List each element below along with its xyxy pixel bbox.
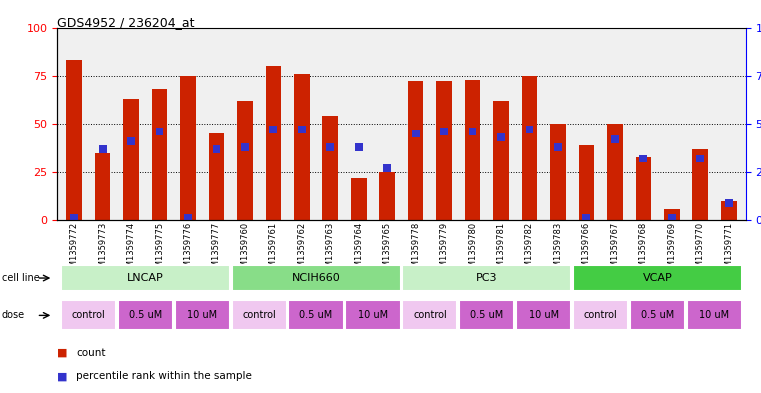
Text: 10 uM: 10 uM — [187, 310, 218, 320]
Bar — [288, 300, 344, 331]
Bar — [95, 153, 110, 220]
Bar — [693, 149, 708, 220]
Bar — [151, 89, 167, 220]
Bar — [440, 128, 448, 135]
Bar — [380, 172, 395, 220]
Bar — [298, 126, 306, 133]
Bar — [412, 130, 419, 137]
Bar — [497, 133, 505, 141]
Bar — [70, 214, 78, 222]
Text: cell line: cell line — [2, 273, 40, 283]
Bar — [639, 154, 648, 162]
Bar — [582, 214, 591, 222]
Text: 10 uM: 10 uM — [529, 310, 559, 320]
Text: dose: dose — [2, 310, 24, 320]
Text: NCIH660: NCIH660 — [291, 273, 340, 283]
Bar — [237, 101, 253, 220]
Bar — [266, 66, 281, 220]
Bar — [384, 164, 391, 172]
Text: control: control — [584, 310, 617, 320]
Bar — [345, 300, 400, 331]
Bar — [212, 145, 221, 153]
Bar — [209, 133, 224, 220]
Text: ■: ■ — [57, 371, 68, 381]
Bar — [269, 126, 277, 133]
Bar — [184, 214, 192, 222]
Text: 0.5 uM: 0.5 uM — [129, 310, 162, 320]
Bar — [687, 300, 742, 331]
Bar — [469, 128, 476, 135]
Bar — [721, 201, 737, 220]
Bar — [493, 101, 509, 220]
Text: LNCAP: LNCAP — [127, 273, 164, 283]
Bar — [526, 126, 533, 133]
Text: PC3: PC3 — [476, 273, 498, 283]
Bar — [294, 74, 310, 220]
Bar — [664, 209, 680, 220]
Bar — [611, 135, 619, 143]
Bar — [573, 300, 629, 331]
Bar — [522, 75, 537, 220]
Bar — [61, 300, 116, 331]
Bar — [403, 300, 457, 331]
Bar — [668, 214, 676, 222]
Bar — [554, 143, 562, 151]
Text: control: control — [72, 310, 105, 320]
Bar — [118, 300, 173, 331]
Bar — [578, 145, 594, 220]
Bar — [155, 128, 164, 135]
Bar — [635, 156, 651, 220]
Bar — [127, 137, 135, 145]
Bar — [231, 300, 287, 331]
Text: 0.5 uM: 0.5 uM — [299, 310, 333, 320]
Text: ■: ■ — [57, 348, 68, 358]
Bar — [408, 81, 423, 220]
Bar — [355, 143, 363, 151]
Bar — [516, 300, 572, 331]
Text: 0.5 uM: 0.5 uM — [641, 310, 674, 320]
Text: control: control — [242, 310, 276, 320]
Bar — [630, 300, 685, 331]
Bar — [436, 81, 452, 220]
Text: control: control — [413, 310, 447, 320]
Bar — [66, 60, 82, 220]
Bar — [231, 265, 400, 291]
Bar — [403, 265, 572, 291]
Bar — [351, 178, 367, 220]
Bar — [550, 124, 565, 220]
Bar — [724, 199, 733, 207]
Text: 10 uM: 10 uM — [699, 310, 730, 320]
Text: count: count — [76, 348, 106, 358]
Text: GDS4952 / 236204_at: GDS4952 / 236204_at — [57, 16, 195, 29]
Text: 10 uM: 10 uM — [358, 310, 388, 320]
Bar — [696, 154, 704, 162]
Bar — [573, 265, 742, 291]
Text: percentile rank within the sample: percentile rank within the sample — [76, 371, 252, 381]
Bar — [465, 79, 480, 220]
Bar — [61, 265, 230, 291]
Bar — [123, 99, 139, 220]
Bar — [180, 75, 196, 220]
Bar — [459, 300, 514, 331]
Bar — [241, 143, 249, 151]
Bar — [174, 300, 230, 331]
Text: VCAP: VCAP — [643, 273, 673, 283]
Bar — [607, 124, 622, 220]
Text: 0.5 uM: 0.5 uM — [470, 310, 504, 320]
Bar — [326, 143, 334, 151]
Bar — [323, 116, 338, 220]
Bar — [99, 145, 107, 153]
